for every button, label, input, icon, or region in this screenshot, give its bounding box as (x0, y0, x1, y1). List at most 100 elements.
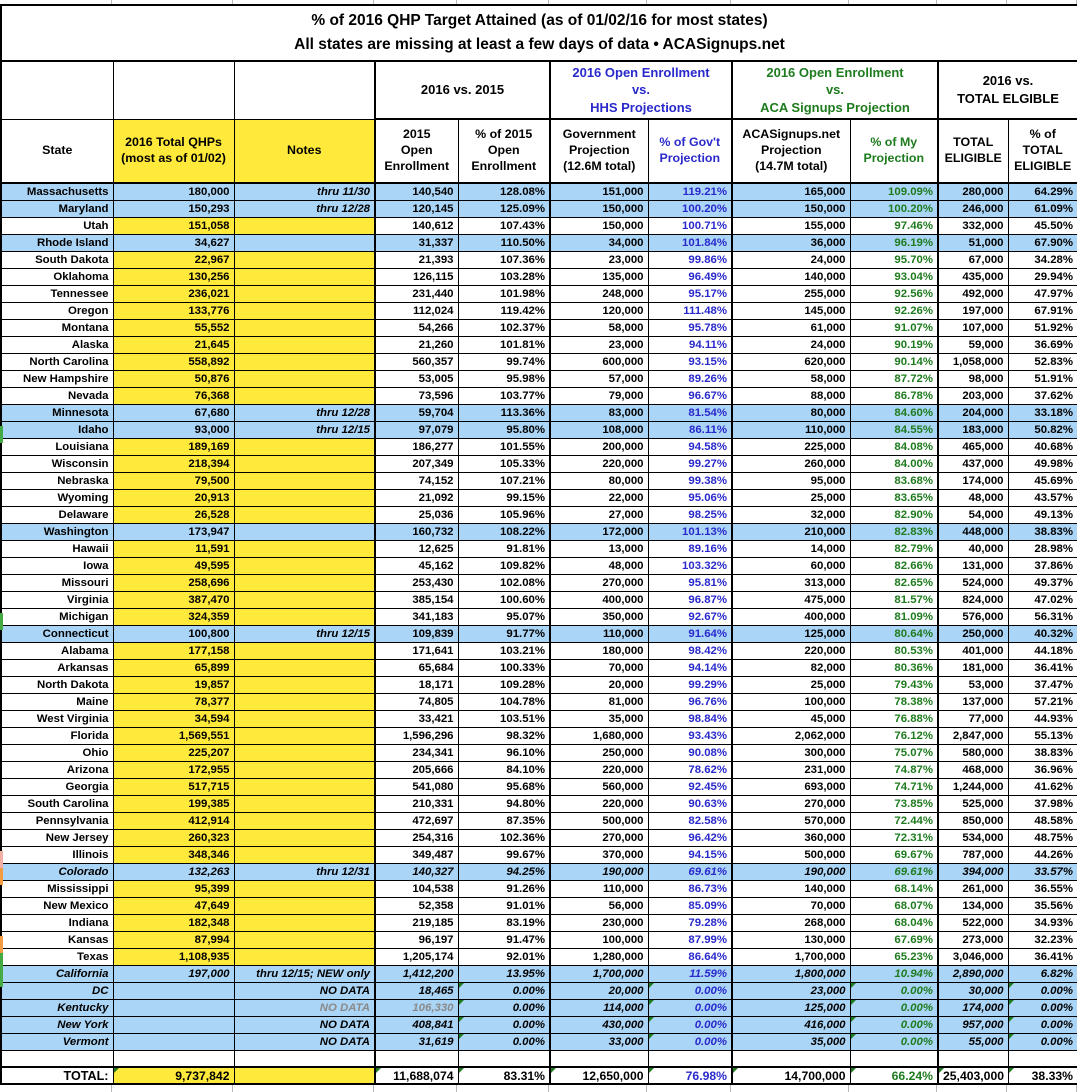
cell-pelig[interactable]: 67.90% (1007, 233, 1077, 252)
cell-notes[interactable] (233, 726, 376, 745)
cell-elig[interactable]: 203,000 (937, 386, 1009, 405)
blank-cell[interactable] (112, 1049, 235, 1068)
cell-qhp[interactable]: 78,377 (112, 692, 235, 711)
cell-qhp[interactable]: 26,528 (112, 505, 235, 524)
cell-qhp[interactable]: 348,346 (112, 845, 235, 864)
cell-pelig[interactable]: 38.83% (1007, 743, 1077, 762)
cell-aca[interactable]: 255,000 (731, 284, 851, 303)
cell-pgov[interactable]: 78.62% (647, 760, 733, 779)
cell-notes[interactable] (233, 930, 376, 949)
cell-aca[interactable]: 140,000 (731, 879, 851, 898)
cell-pmy[interactable]: 81.57% (849, 590, 939, 609)
cell-pelig[interactable]: 36.41% (1007, 947, 1077, 966)
blank-cell[interactable] (233, 1049, 376, 1068)
cell-notes[interactable] (233, 845, 376, 864)
cell-p2015[interactable]: 0.00% (457, 981, 551, 1000)
cell-pmy[interactable]: 82.90% (849, 505, 939, 524)
cell-pgov[interactable]: 85.09% (647, 896, 733, 915)
cell-pelig[interactable]: 44.26% (1007, 845, 1077, 864)
cell-pmy[interactable]: 95.70% (849, 250, 939, 269)
cell-aca[interactable]: 14,000 (731, 539, 851, 558)
cell-notes[interactable] (233, 437, 376, 456)
total-cell-qhp[interactable]: 9,737,842 (112, 1066, 235, 1085)
cell-aca[interactable]: 95,000 (731, 471, 851, 490)
cell-notes[interactable] (233, 369, 376, 388)
cell-p2015[interactable]: 0.00% (457, 998, 551, 1017)
cell-state[interactable]: Minnesota (0, 403, 114, 422)
cell-pmy[interactable]: 73.85% (849, 794, 939, 813)
cell-elig[interactable]: 246,000 (937, 199, 1009, 218)
cell-aca[interactable]: 360,000 (731, 828, 851, 847)
cell-e2015[interactable]: 33,421 (374, 709, 459, 728)
total-cell-notes[interactable] (233, 1066, 376, 1085)
cell-elig[interactable]: 181,000 (937, 658, 1009, 677)
cell-p2015[interactable]: 95.68% (457, 777, 551, 796)
cell-gov[interactable]: 200,000 (549, 437, 649, 456)
cell-pelig[interactable]: 44.93% (1007, 709, 1077, 728)
cell-pgov[interactable]: 11.59% (647, 964, 733, 983)
cell-pgov[interactable]: 89.16% (647, 539, 733, 558)
cell-pmy[interactable]: 65.23% (849, 947, 939, 966)
blank-cell[interactable] (937, 1049, 1009, 1068)
cell-state[interactable]: New Hampshire (0, 369, 114, 388)
cell-pgov[interactable]: 98.42% (647, 641, 733, 660)
cell-notes[interactable] (233, 913, 376, 932)
cell-p2015[interactable]: 98.32% (457, 726, 551, 745)
cell-gov[interactable]: 79,000 (549, 386, 649, 405)
cell-e2015[interactable]: 73,596 (374, 386, 459, 405)
cell-e2015[interactable]: 74,805 (374, 692, 459, 711)
cell-elig[interactable]: 48,000 (937, 488, 1009, 507)
cell-elig[interactable]: 204,000 (937, 403, 1009, 422)
cell-pmy[interactable]: 80.53% (849, 641, 939, 660)
cell-aca[interactable]: 35,000 (731, 1032, 851, 1051)
cell-aca[interactable]: 693,000 (731, 777, 851, 796)
cell-pgov[interactable]: 82.58% (647, 811, 733, 830)
cell-p2015[interactable]: 119.42% (457, 301, 551, 320)
cell-e2015[interactable]: 385,154 (374, 590, 459, 609)
cell-pgov[interactable]: 81.54% (647, 403, 733, 422)
cell-state[interactable]: West Virginia (0, 709, 114, 728)
cell-qhp[interactable]: 517,715 (112, 777, 235, 796)
cell-notes[interactable] (233, 658, 376, 677)
cell-elig[interactable]: 197,000 (937, 301, 1009, 320)
cell-p2015[interactable]: 99.74% (457, 352, 551, 371)
cell-pmy[interactable]: 74.71% (849, 777, 939, 796)
cell-state[interactable]: Georgia (0, 777, 114, 796)
cell-qhp[interactable]: 50,876 (112, 369, 235, 388)
cell-gov[interactable]: 150,000 (549, 216, 649, 235)
total-cell-aca[interactable]: 14,700,000 (731, 1066, 851, 1085)
cell-notes[interactable] (233, 267, 376, 286)
cell-elig[interactable]: 787,000 (937, 845, 1009, 864)
cell-notes[interactable]: NO DATA (233, 998, 376, 1017)
cell-pelig[interactable]: 49.37% (1007, 573, 1077, 592)
cell-elig[interactable]: 448,000 (937, 522, 1009, 541)
cell-p2015[interactable]: 91.77% (457, 624, 551, 643)
cell-pelig[interactable]: 43.57% (1007, 488, 1077, 507)
cell-pelig[interactable]: 0.00% (1007, 981, 1077, 1000)
cell-gov[interactable]: 172,000 (549, 522, 649, 541)
cell-e2015[interactable]: 140,612 (374, 216, 459, 235)
cell-elig[interactable]: 525,000 (937, 794, 1009, 813)
cell-pmy[interactable]: 69.61% (849, 862, 939, 881)
cell-pmy[interactable]: 72.31% (849, 828, 939, 847)
cell-gov[interactable]: 33,000 (549, 1032, 649, 1051)
cell-pgov[interactable]: 91.64% (647, 624, 733, 643)
cell-gov[interactable]: 80,000 (549, 471, 649, 490)
cell-e2015[interactable]: 96,197 (374, 930, 459, 949)
cell-gov[interactable]: 20,000 (549, 675, 649, 694)
cell-e2015[interactable]: 349,487 (374, 845, 459, 864)
cell-notes[interactable] (233, 454, 376, 473)
cell-gov[interactable]: 48,000 (549, 556, 649, 575)
cell-aca[interactable]: 70,000 (731, 896, 851, 915)
cell-qhp[interactable]: 55,552 (112, 318, 235, 337)
cell-state[interactable]: Idaho (0, 420, 114, 439)
cell-qhp[interactable]: 258,696 (112, 573, 235, 592)
cell-e2015[interactable]: 210,331 (374, 794, 459, 813)
cell-p2015[interactable]: 13.95% (457, 964, 551, 983)
cell-p2015[interactable]: 109.82% (457, 556, 551, 575)
total-cell-e2015[interactable]: 11,688,074 (374, 1066, 459, 1085)
cell-gov[interactable]: 135,000 (549, 267, 649, 286)
cell-qhp[interactable]: 132,263 (112, 862, 235, 881)
cell-aca[interactable]: 570,000 (731, 811, 851, 830)
cell-pgov[interactable]: 99.38% (647, 471, 733, 490)
